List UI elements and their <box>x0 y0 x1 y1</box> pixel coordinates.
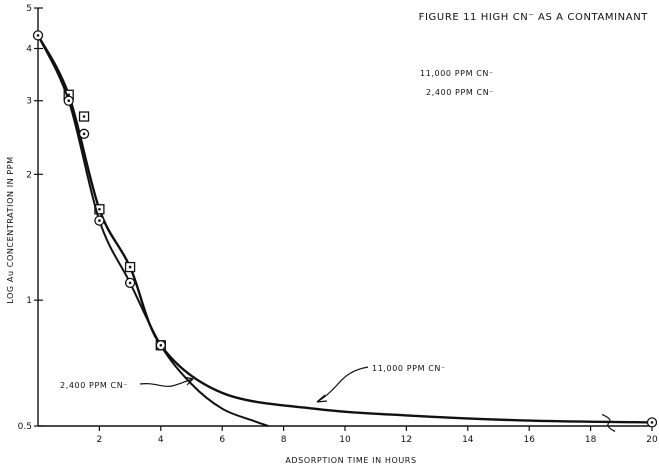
x-tick-label: 18 <box>585 435 597 445</box>
data-point-dot <box>98 207 101 211</box>
annotation-11000: 11,000 PPM CN⁻ <box>372 364 446 373</box>
data-point-dot <box>128 281 132 285</box>
chart-title: FIGURE 11 HIGH CN⁻ AS A CONTAMINANT <box>419 12 649 23</box>
series-line-2400 <box>37 34 269 427</box>
x-axis-label: ADSORPTION TIME IN HOURS <box>285 456 416 464</box>
y-tick-label: 1 <box>26 296 32 306</box>
annotation-arrowhead-2400 <box>183 376 194 386</box>
axis-break-mark <box>601 413 616 432</box>
data-point-dot <box>82 115 86 118</box>
x-tick-label: 2 <box>97 435 103 445</box>
x-tick-label: 6 <box>219 435 225 445</box>
y-axis-label: LOG Au CONCENTRATION IN PPM <box>6 156 15 303</box>
x-tick-label: 8 <box>281 435 287 445</box>
legend-item-2400: 2,400 PPM CN⁻ <box>426 88 494 97</box>
data-point-dot <box>98 219 101 222</box>
x-tick-label: 14 <box>462 435 474 445</box>
y-tick-label: 4 <box>26 45 32 55</box>
x-tick-label: 16 <box>523 435 535 445</box>
annotation-arrowhead-11000 <box>316 394 328 403</box>
y-tick-label: 5 <box>26 4 32 14</box>
x-tick-label: 10 <box>339 435 351 445</box>
legend-item-11000: 11,000 PPM CN⁻ <box>420 69 494 78</box>
y-tick-label: 0.5 <box>18 422 32 432</box>
data-point-dot <box>67 99 70 103</box>
x-tick-label: 20 <box>646 435 658 445</box>
annotation-leader-11000 <box>316 366 369 403</box>
data-point-dot <box>128 265 132 269</box>
y-tick-label: 3 <box>26 97 32 107</box>
series-line-11000 <box>36 34 653 424</box>
data-point-dot <box>82 132 86 136</box>
x-tick-label: 12 <box>401 435 412 445</box>
annotation-leader-2400 <box>139 378 194 388</box>
annotation-2400: 2,400 PPM CN⁻ <box>60 381 128 390</box>
data-point-dot <box>67 93 70 97</box>
data-point-dot <box>650 421 654 424</box>
y-tick-label: 2 <box>26 170 32 180</box>
data-point-dot <box>36 34 40 37</box>
x-tick-label: 4 <box>158 435 164 445</box>
data-point-dot <box>159 343 163 347</box>
